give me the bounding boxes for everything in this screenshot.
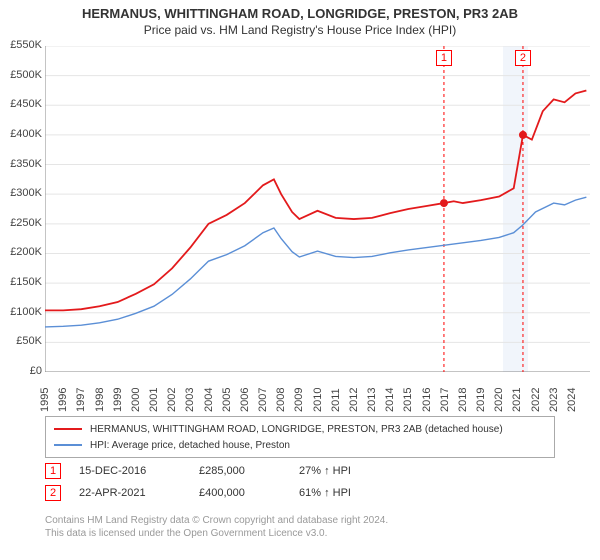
y-tick-label: £500K [0, 69, 42, 81]
x-tick-label: 1998 [94, 388, 106, 412]
sale-price-1: £285,000 [199, 465, 299, 477]
chart-title-sub: Price paid vs. HM Land Registry's House … [0, 23, 600, 37]
legend-row-hpi: HPI: Average price, detached house, Pres… [54, 437, 546, 453]
sales-table: 1 15-DEC-2016 £285,000 27% ↑ HPI 2 22-AP… [45, 460, 399, 504]
x-tick-label: 2023 [548, 388, 560, 412]
chart-plot-area: £0£50K£100K£150K£200K£250K£300K£350K£400… [45, 46, 590, 372]
x-tick-label: 2012 [348, 388, 360, 412]
legend-label-hpi: HPI: Average price, detached house, Pres… [90, 440, 290, 451]
x-tick-label: 2000 [130, 388, 142, 412]
y-tick-label: £200K [0, 246, 42, 258]
legend-row-property: HERMANUS, WHITTINGHAM ROAD, LONGRIDGE, P… [54, 421, 546, 437]
y-tick-label: £450K [0, 98, 42, 110]
sale-marker-2: 2 [45, 485, 61, 501]
sale-row-2: 2 22-APR-2021 £400,000 61% ↑ HPI [45, 482, 399, 504]
x-tick-label: 1997 [75, 388, 87, 412]
footer-line-1: Contains HM Land Registry data © Crown c… [45, 514, 388, 527]
y-tick-label: £400K [0, 128, 42, 140]
y-tick-label: £250K [0, 217, 42, 229]
sale-row-1: 1 15-DEC-2016 £285,000 27% ↑ HPI [45, 460, 399, 482]
x-tick-label: 2018 [457, 388, 469, 412]
legend-swatch-hpi [54, 444, 82, 446]
y-tick-label: £50K [0, 335, 42, 347]
sale-date-2: 22-APR-2021 [79, 487, 199, 499]
y-tick-label: £150K [0, 276, 42, 288]
legend-swatch-property [54, 428, 82, 430]
sale-marker-1: 1 [45, 463, 61, 479]
x-tick-label: 2021 [511, 388, 523, 412]
x-tick-label: 2013 [366, 388, 378, 412]
x-tick-label: 2017 [439, 388, 451, 412]
x-tick-label: 1995 [39, 388, 51, 412]
x-tick-label: 2006 [239, 388, 251, 412]
marker-box-1: 1 [436, 50, 452, 66]
x-tick-label: 2015 [402, 388, 414, 412]
x-tick-label: 2010 [312, 388, 324, 412]
y-tick-label: £350K [0, 158, 42, 170]
x-tick-label: 2022 [530, 388, 542, 412]
legend-label-property: HERMANUS, WHITTINGHAM ROAD, LONGRIDGE, P… [90, 424, 503, 435]
x-tick-label: 2007 [257, 388, 269, 412]
y-tick-label: £100K [0, 306, 42, 318]
sale-hpi-2: 61% ↑ HPI [299, 487, 399, 499]
x-tick-label: 2011 [330, 388, 342, 412]
x-tick-label: 1999 [112, 388, 124, 412]
x-tick-label: 2024 [566, 388, 578, 412]
legend-box: HERMANUS, WHITTINGHAM ROAD, LONGRIDGE, P… [45, 416, 555, 458]
sale-date-1: 15-DEC-2016 [79, 465, 199, 477]
sale-hpi-1: 27% ↑ HPI [299, 465, 399, 477]
lines-layer [45, 46, 590, 372]
x-tick-label: 2003 [184, 388, 196, 412]
x-tick-label: 2020 [493, 388, 505, 412]
y-tick-label: £0 [0, 365, 42, 377]
footer-attribution: Contains HM Land Registry data © Crown c… [45, 514, 388, 540]
footer-line-2: This data is licensed under the Open Gov… [45, 527, 388, 540]
x-tick-label: 2004 [203, 388, 215, 412]
x-tick-label: 2009 [293, 388, 305, 412]
chart-title-address: HERMANUS, WHITTINGHAM ROAD, LONGRIDGE, P… [0, 6, 600, 21]
x-tick-label: 2019 [475, 388, 487, 412]
x-tick-label: 2008 [275, 388, 287, 412]
marker-box-2: 2 [515, 50, 531, 66]
x-tick-label: 2002 [166, 388, 178, 412]
x-tick-label: 2001 [148, 388, 160, 412]
y-tick-label: £300K [0, 187, 42, 199]
x-tick-label: 1996 [57, 388, 69, 412]
x-tick-label: 2005 [221, 388, 233, 412]
x-tick-label: 2016 [421, 388, 433, 412]
y-tick-label: £550K [0, 39, 42, 51]
sale-price-2: £400,000 [199, 487, 299, 499]
x-tick-label: 2014 [384, 388, 396, 412]
